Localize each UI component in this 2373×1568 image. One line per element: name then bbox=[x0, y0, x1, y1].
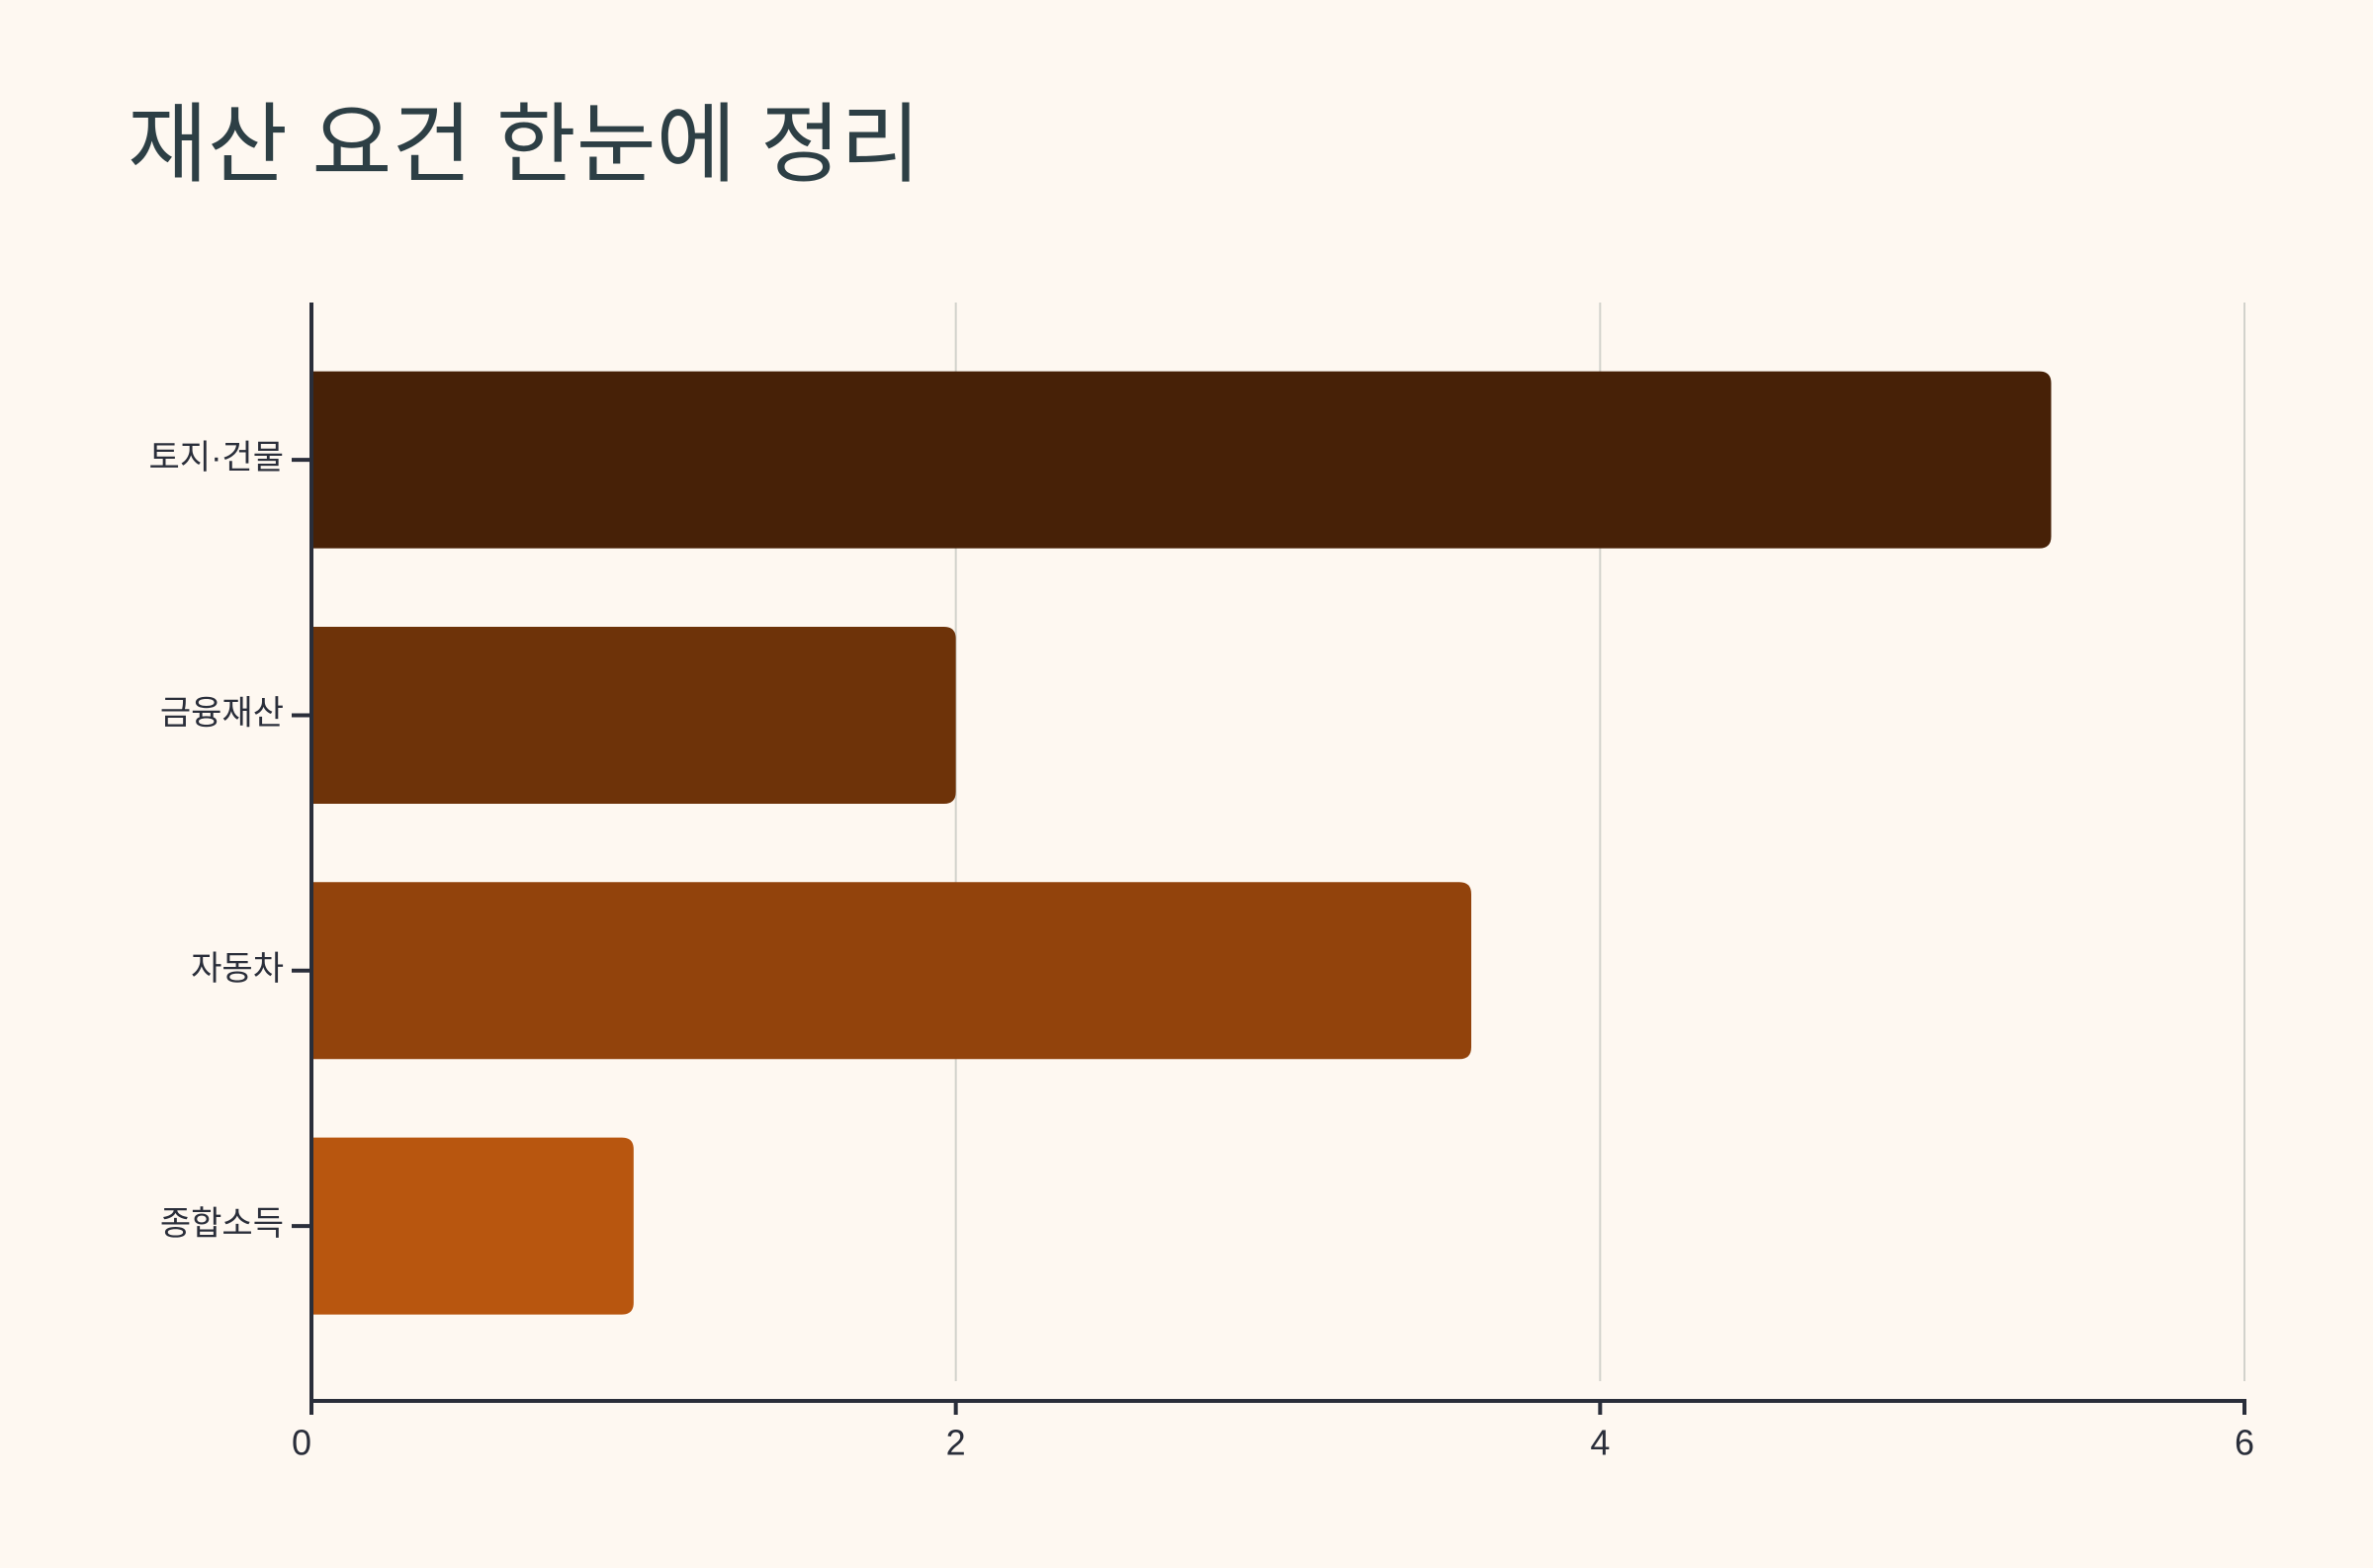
bar bbox=[311, 882, 1471, 1060]
y-tick-label: 종합소득 bbox=[160, 1205, 284, 1243]
x-tick-label: 6 bbox=[2235, 1423, 2254, 1463]
bar bbox=[311, 626, 956, 804]
chart-title: 재산 요건 한눈에 정리 bbox=[128, 95, 921, 193]
bar bbox=[311, 371, 2052, 549]
x-tick-label: 0 bbox=[292, 1423, 311, 1463]
bar bbox=[311, 1137, 634, 1315]
y-tick-label: 금융재산 bbox=[160, 694, 284, 732]
x-tick-label: 4 bbox=[1590, 1423, 1610, 1463]
x-tick-label: 2 bbox=[946, 1423, 966, 1463]
y-tick-label: 토지·건물 bbox=[149, 439, 284, 477]
y-tick-label: 자동차 bbox=[191, 950, 284, 988]
